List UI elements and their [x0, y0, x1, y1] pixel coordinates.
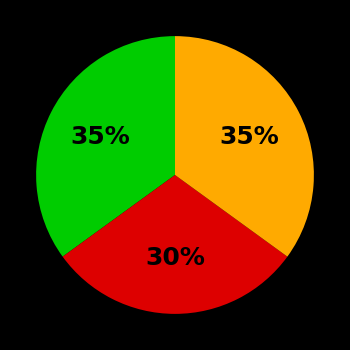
Text: 35%: 35% [219, 125, 279, 149]
Wedge shape [175, 36, 314, 257]
Text: 30%: 30% [145, 246, 205, 270]
Text: 35%: 35% [71, 125, 131, 149]
Wedge shape [63, 175, 287, 314]
Wedge shape [36, 36, 175, 257]
